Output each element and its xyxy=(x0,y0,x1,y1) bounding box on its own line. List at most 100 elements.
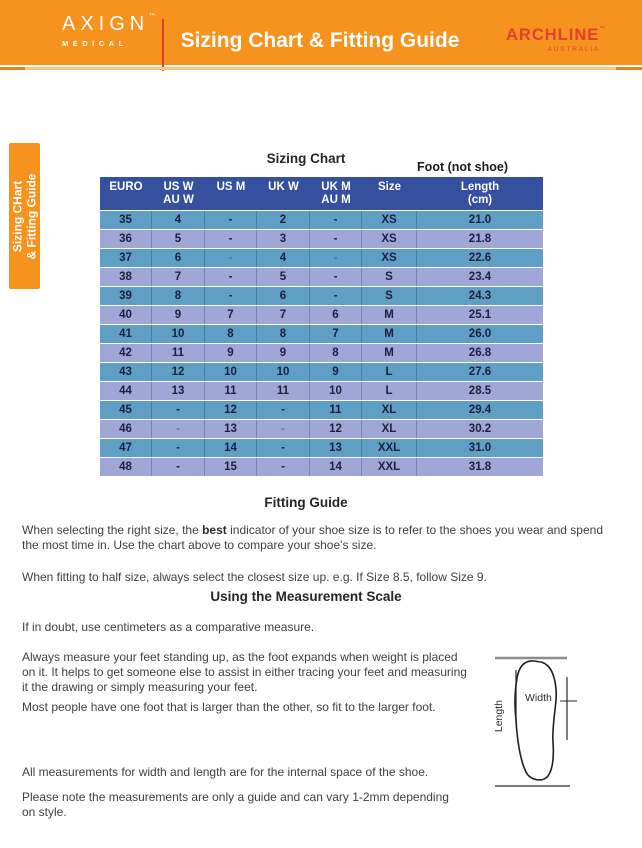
table-cell: 29.4 xyxy=(468,404,492,416)
trademark-symbol: ™ xyxy=(599,26,607,32)
table-cell: 42 xyxy=(100,344,152,362)
table-cell: 26.0 xyxy=(468,328,492,340)
table-cell: 6 xyxy=(257,287,310,305)
side-tab: Sizing CHart & Fitting Guide xyxy=(9,143,40,289)
table-cell: 7 xyxy=(152,268,205,286)
page-title: Sizing Chart & Fitting Guide xyxy=(180,29,460,52)
sizing-table: EURO US W AU W US M UK W UK M AU M Size Length (c… xyxy=(100,177,543,476)
table-cell: - xyxy=(310,230,362,248)
table-row: 41 10 8 8 7 M 26.0 xyxy=(100,324,543,343)
table-cell: - xyxy=(310,287,362,305)
header-divider-rule xyxy=(0,67,642,70)
table-cell: 9 xyxy=(205,344,257,362)
table-cell: 40 xyxy=(100,306,152,324)
table-cell: - xyxy=(152,439,205,457)
table-cell: 21.0 xyxy=(468,214,492,226)
sizing-chart-heading: Sizing Chart xyxy=(266,151,346,166)
table-cell: 41 xyxy=(100,325,152,343)
archline-logo-subtext: AUSTRALIA xyxy=(547,46,600,53)
table-cell: XL xyxy=(362,420,417,438)
table-cell: 14 xyxy=(205,439,257,457)
table-cell: L xyxy=(362,363,417,381)
trademark-symbol: ™ xyxy=(149,13,156,19)
table-cell: M xyxy=(362,344,417,362)
table-cell: 26.8 xyxy=(468,347,492,359)
table-cell: 30.2 xyxy=(468,423,492,435)
table-row: 39 8-6- S 24.3 xyxy=(100,286,543,305)
table-cell: - xyxy=(152,420,205,438)
table-cell: 5 xyxy=(152,230,205,248)
bold-word: best xyxy=(202,523,227,537)
table-row: 45-12-11 XL 29.4 xyxy=(100,400,543,419)
table-row: 37 6-4- XS 22.6 xyxy=(100,248,543,267)
table-header-cell: US W AU W xyxy=(163,181,194,206)
table-cell: 24.3 xyxy=(468,290,492,302)
table-row: 38 7-5- S 23.4 xyxy=(100,267,543,286)
width-label: Width xyxy=(525,692,552,704)
archline-logo-text: ARCHLINE™ xyxy=(506,26,607,44)
table-cell: 4 xyxy=(152,211,205,229)
table-row: 40 9 7 7 6 M 25.1 xyxy=(100,305,543,324)
table-cell: 7 xyxy=(205,306,257,324)
table-cell: 7 xyxy=(310,325,362,343)
axign-logo: AXIGN™ MEDICAL xyxy=(62,13,164,71)
table-cell: XS xyxy=(362,230,417,248)
table-cell: - xyxy=(257,420,310,438)
table-cell: 44 xyxy=(100,382,152,400)
table-cell: 11 xyxy=(152,344,205,362)
fitting-guide-paragraph-1: When selecting the right size, the best … xyxy=(22,523,603,552)
measurement-paragraph-3: Most people have one foot that is larger… xyxy=(22,700,436,714)
table-cell: - xyxy=(310,268,362,286)
side-tab-label: Sizing CHart & Fitting Guide xyxy=(10,173,38,259)
table-cell: 23.4 xyxy=(468,271,492,283)
table-cell: 3 xyxy=(257,230,310,248)
foot-outline-drawing xyxy=(495,656,577,787)
table-cell: 6 xyxy=(152,249,205,267)
table-cell: 12 xyxy=(152,363,205,381)
table-cell: - xyxy=(310,249,362,267)
table-cell: 36 xyxy=(100,230,152,248)
table-cell: 7 xyxy=(257,306,310,324)
table-header-cell: UK W xyxy=(268,181,299,193)
table-cell: - xyxy=(205,211,257,229)
table-cell: 8 xyxy=(152,287,205,305)
measurement-paragraph-4: All measurements for width and length ar… xyxy=(22,765,429,779)
table-cell: 5 xyxy=(257,268,310,286)
table-cell: 39 xyxy=(100,287,152,305)
rule-accent-left xyxy=(0,67,25,70)
measurement-paragraph-2: Always measure your feet standing up, as… xyxy=(22,650,467,694)
table-cell: XS xyxy=(362,211,417,229)
table-cell: 8 xyxy=(310,344,362,362)
table-cell: 11 xyxy=(205,382,257,400)
table-header-cell: Length (cm) xyxy=(460,181,500,206)
length-label: Length xyxy=(493,700,505,733)
table-cell: 6 xyxy=(310,306,362,324)
table-cell: 38 xyxy=(100,268,152,286)
table-cell: - xyxy=(152,458,205,476)
top-banner: AXIGN™ MEDICAL Sizing Chart & Fitting Gu… xyxy=(0,0,642,71)
table-cell: - xyxy=(257,439,310,457)
measurement-scale-heading: Using the Measurement Scale xyxy=(210,589,402,604)
table-cell: 31.0 xyxy=(468,442,492,454)
table-cell: S xyxy=(362,287,417,305)
table-cell: 22.6 xyxy=(468,252,492,264)
table-cell: 37 xyxy=(100,249,152,267)
table-row: 48-15-14 XXL 31.8 xyxy=(100,457,543,476)
table-cell: 13 xyxy=(205,420,257,438)
fitting-guide-heading: Fitting Guide xyxy=(264,495,348,510)
table-header-cell: UK M AU M xyxy=(321,181,351,206)
table-cell: 2 xyxy=(257,211,310,229)
table-cell: - xyxy=(205,287,257,305)
table-cell: 10 xyxy=(257,363,310,381)
table-cell: 10 xyxy=(310,382,362,400)
foot-outline-path xyxy=(514,660,557,781)
table-cell: XL xyxy=(362,401,417,419)
measurement-paragraph-5: Please note the measurements are only a … xyxy=(22,790,449,819)
table-row: 47-14-13 XXL 31.0 xyxy=(100,438,543,457)
table-cell: 11 xyxy=(257,382,310,400)
table-cell: 14 xyxy=(310,458,362,476)
table-row: 42 11 9 9 8 M 26.8 xyxy=(100,343,543,362)
archline-logo: ARCHLINE™ AUSTRALIA xyxy=(506,26,606,53)
table-cell: 45 xyxy=(100,401,152,419)
table-cell: 48 xyxy=(100,458,152,476)
